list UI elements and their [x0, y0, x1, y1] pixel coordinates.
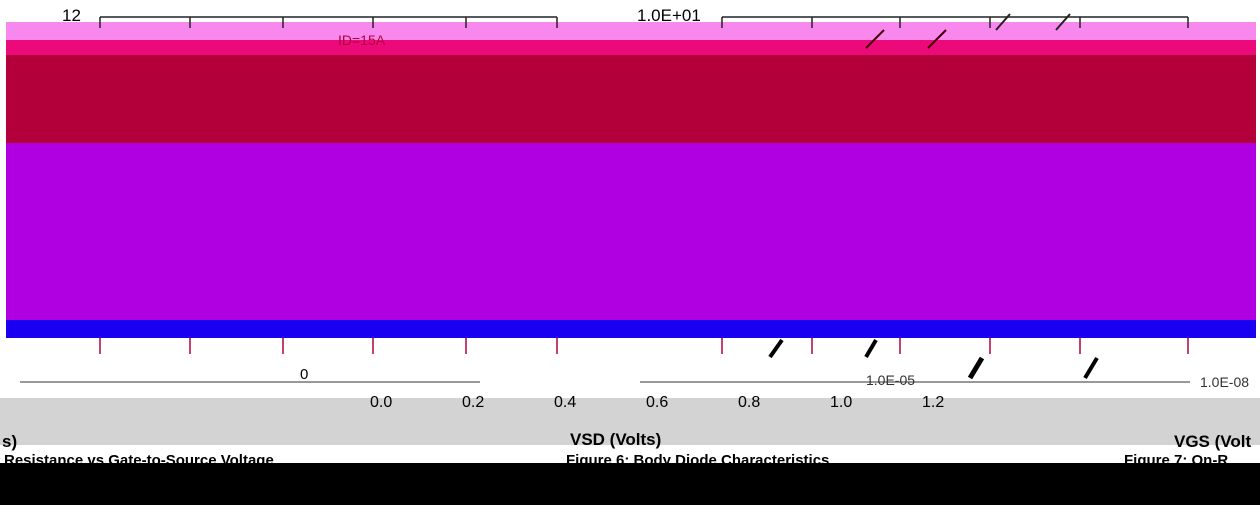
curve-fragment	[768, 338, 784, 359]
x-tick-label: 0.4	[554, 394, 577, 411]
chart1-y-tick-label: 0	[300, 366, 309, 383]
color-band-black	[0, 463, 1260, 505]
x-tick-label: 0.8	[738, 394, 761, 411]
curve-fragment	[927, 29, 947, 49]
tick-marks	[99, 17, 1189, 354]
chart3-caption: Figure 7: On-R	[1124, 452, 1229, 469]
chart2-x-axis-label: VSD (Volts)	[570, 430, 662, 449]
curve-fragment	[1083, 356, 1099, 380]
curve-fragment	[864, 338, 878, 359]
curve-fragment	[865, 29, 885, 49]
color-band-blue	[6, 320, 1256, 338]
chart3-y-tick-label: 1.0E-08	[1200, 374, 1250, 390]
chart1-y-tick-label: 12	[62, 6, 81, 25]
color-band-violet	[6, 143, 1256, 323]
color-band-pink	[6, 22, 1256, 44]
x-tick-label: 1.0	[830, 394, 853, 411]
chart3-x-axis-label: VGS (Volt	[1174, 432, 1252, 451]
chart3-y-tick-label: 1.0E-05	[866, 372, 916, 388]
curve-fragment	[995, 13, 1011, 31]
curve-fragment	[967, 356, 985, 380]
chart1-x-axis-label: s)	[2, 432, 18, 451]
chart2-caption: Figure 6: Body Diode Characteristics	[566, 452, 830, 469]
x-tick-label: 1.2	[922, 394, 945, 411]
chart2-y-tick-label: 1.0E+01	[637, 6, 701, 25]
color-band-crimson	[6, 55, 1256, 143]
x-tick-label: 0.2	[462, 394, 485, 411]
color-band-gray	[0, 398, 1260, 445]
x-tick-label: 0.0	[370, 394, 393, 411]
annotation-id: ID=15A	[338, 32, 386, 48]
chart1-caption: Resistance vs Gate-to-Source Voltage	[4, 452, 274, 469]
x-tick-label: 0.6	[646, 394, 669, 411]
color-band-rose	[6, 40, 1256, 55]
curve-fragment	[1055, 13, 1071, 31]
